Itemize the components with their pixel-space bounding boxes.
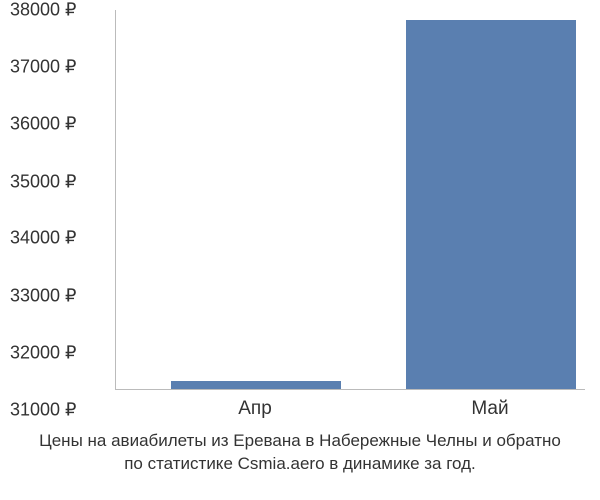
price-chart: 38000 ₽ 37000 ₽ 36000 ₽ 35000 ₽ 34000 ₽ … (10, 10, 590, 410)
y-tick-label: 32000 ₽ (10, 342, 77, 363)
caption-line-1: Цены на авиабилеты из Еревана в Набережн… (39, 431, 561, 450)
bar-apr (171, 381, 341, 389)
caption-line-2: по статистике Csmia.aero в динамике за г… (124, 454, 476, 473)
x-axis-label: Апр (238, 398, 272, 420)
y-tick-label: 33000 ₽ (10, 285, 77, 306)
plot-area (115, 10, 585, 390)
chart-caption: Цены на авиабилеты из Еревана в Набережн… (20, 430, 580, 476)
y-tick-label: 36000 ₽ (10, 114, 77, 135)
y-tick-label: 34000 ₽ (10, 228, 77, 249)
y-tick-label: 37000 ₽ (10, 57, 77, 78)
y-tick-label: 35000 ₽ (10, 171, 77, 192)
x-axis-label: Май (471, 398, 508, 420)
y-tick-label: 38000 ₽ (10, 0, 77, 21)
y-tick-label: 31000 ₽ (10, 400, 77, 421)
bar-may (406, 20, 576, 389)
